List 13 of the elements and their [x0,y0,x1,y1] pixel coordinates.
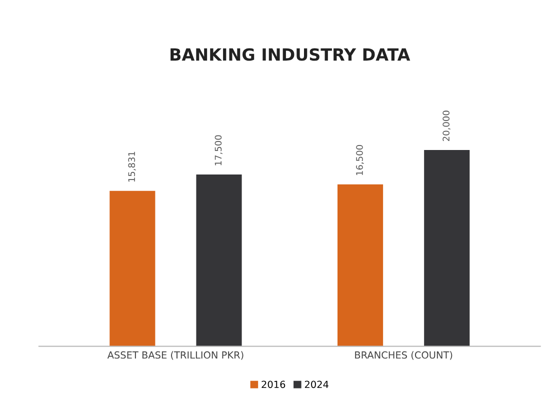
bar [110,190,156,346]
chart-title: BANKING INDUSTRY DATA [170,48,410,61]
x-tick-label: ASSET BASE (TRILLION PKR) [107,351,244,360]
bar [196,174,242,346]
bar [424,150,470,346]
legend-label: 2024 [304,380,328,388]
data-label: 16,500 [356,145,364,176]
data-label: 15,831 [128,152,136,182]
data-label: 17,500 [214,135,223,166]
x-tick-label: BRANCHES (COUNT) [355,351,452,360]
legend-label: 2016 [262,380,286,388]
bar [337,184,384,346]
data-label: 20,000 [442,110,450,142]
